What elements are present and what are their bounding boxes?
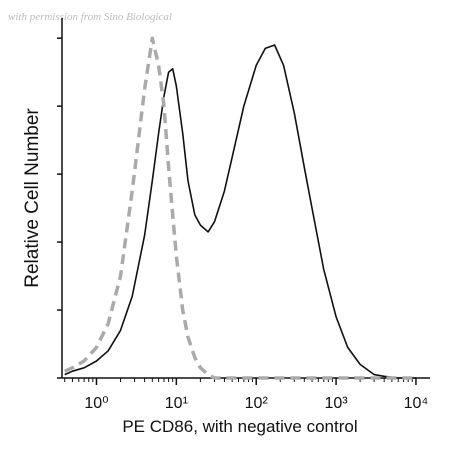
x-tick-label: 10⁰: [84, 395, 108, 412]
x-axis-label: PE CD86, with negative control: [122, 417, 357, 436]
x-tick-label: 10¹: [165, 395, 188, 412]
y-axis-label: Relative Cell Number: [22, 108, 43, 288]
x-tick-label: 10⁴: [404, 395, 429, 412]
histogram-line: [64, 44, 416, 379]
x-tick-label: 10²: [245, 395, 269, 412]
watermark: with permission from Sino Biological: [8, 11, 172, 23]
x-tick-label: 10³: [325, 395, 349, 412]
histogram-line: [63, 36, 416, 380]
